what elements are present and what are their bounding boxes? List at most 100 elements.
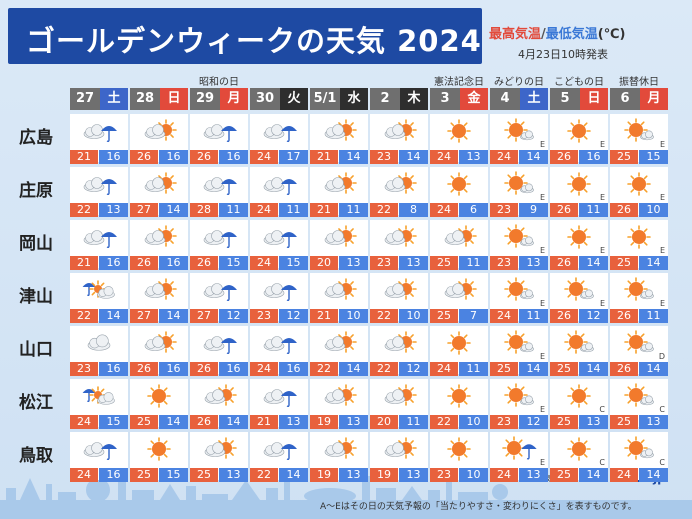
sun-cloud-icon bbox=[498, 224, 540, 250]
legend-max: 最高気温 bbox=[489, 27, 542, 42]
day-weekday: 木 bbox=[400, 88, 428, 110]
forecast-cell: 26 16 bbox=[130, 220, 188, 270]
min-temp: 12 bbox=[399, 362, 428, 376]
min-temp: 13 bbox=[519, 468, 548, 482]
day-weekday: 土 bbox=[100, 88, 128, 110]
max-temp: 25 bbox=[430, 309, 458, 323]
day-header: 28 日 bbox=[130, 88, 188, 110]
forecast-cell: 25 7 bbox=[430, 273, 488, 323]
min-temp: 11 bbox=[579, 203, 608, 217]
max-temp: 24 bbox=[610, 468, 638, 482]
min-temp: 14 bbox=[159, 415, 188, 429]
day-header: 27 土 bbox=[70, 88, 128, 110]
cloud-rain-icon bbox=[258, 171, 300, 197]
cloud-sun-icon bbox=[318, 277, 360, 303]
forecast-cell: E 26 11 bbox=[550, 167, 608, 217]
forecast-cell: E 23 13 bbox=[490, 220, 548, 270]
cloudy-icon bbox=[78, 330, 120, 356]
reliability-grade: E bbox=[539, 193, 545, 202]
max-temp: 25 bbox=[550, 468, 578, 482]
max-temp: 21 bbox=[70, 150, 98, 164]
sun-cloud-icon bbox=[618, 118, 660, 144]
cloud-sun-icon bbox=[378, 224, 420, 250]
forecast-cell: 24 17 bbox=[250, 114, 308, 164]
min-temp: 15 bbox=[99, 415, 128, 429]
forecast-cell: 21 14 bbox=[310, 114, 368, 164]
min-temp: 14 bbox=[159, 203, 188, 217]
cloud-sun-icon bbox=[138, 118, 180, 144]
forecast-cell: 25 11 bbox=[430, 220, 488, 270]
min-temp: 11 bbox=[339, 203, 368, 217]
forecast-cell: E 24 13 bbox=[490, 432, 548, 482]
cloud-rain-icon bbox=[258, 330, 300, 356]
max-temp: 20 bbox=[370, 415, 398, 429]
min-temp: 8 bbox=[399, 203, 428, 217]
day-date: 6 bbox=[610, 88, 640, 110]
max-temp: 24 bbox=[490, 468, 518, 482]
max-temp: 27 bbox=[190, 309, 218, 323]
forecast-cell: E 23 9 bbox=[490, 167, 548, 217]
max-temp: 23 bbox=[430, 468, 458, 482]
sun-cloud-icon bbox=[498, 330, 540, 356]
forecast-cell: C 24 14 bbox=[610, 432, 668, 482]
max-temp: 24 bbox=[490, 150, 518, 164]
legend-slash: / bbox=[541, 27, 546, 42]
min-temp: 11 bbox=[399, 415, 428, 429]
day-date: 5 bbox=[550, 88, 580, 110]
max-temp: 26 bbox=[130, 150, 158, 164]
forecast-cell: 21 11 bbox=[310, 167, 368, 217]
min-temp: 17 bbox=[279, 150, 308, 164]
city-name: 広島 bbox=[19, 128, 53, 148]
cloud-sun-icon bbox=[318, 436, 360, 462]
min-temp: 15 bbox=[279, 256, 308, 270]
min-temp: 15 bbox=[219, 256, 248, 270]
min-temp: 16 bbox=[99, 468, 128, 482]
day-weekday: 月 bbox=[640, 88, 668, 110]
legend-unit: (℃) bbox=[597, 27, 626, 42]
sunny-icon bbox=[438, 171, 480, 197]
footer-note: A〜Eはその日の天気予報の「当たりやすさ・変わりにくさ」を表すものです。 bbox=[320, 502, 637, 512]
cloud-sun-icon bbox=[198, 383, 240, 409]
sun-cloud-icon bbox=[498, 277, 540, 303]
min-temp: 11 bbox=[639, 309, 668, 323]
max-temp: 26 bbox=[550, 203, 578, 217]
forecast-cell: E 25 14 bbox=[610, 220, 668, 270]
cloud-sun-icon bbox=[138, 330, 180, 356]
forecast-cell: 24 11 bbox=[250, 167, 308, 217]
sunny-icon bbox=[558, 118, 600, 144]
min-temp: 11 bbox=[459, 256, 488, 270]
min-temp: 14 bbox=[579, 468, 608, 482]
min-temp: 9 bbox=[519, 203, 548, 217]
max-temp: 26 bbox=[190, 362, 218, 376]
max-temp: 24 bbox=[250, 362, 278, 376]
max-temp: 25 bbox=[550, 362, 578, 376]
sun-rain-icon bbox=[498, 436, 540, 462]
city-name: 岡山 bbox=[19, 234, 53, 254]
forecast-cell: 24 16 bbox=[70, 432, 128, 482]
min-temp: 14 bbox=[579, 362, 608, 376]
reliability-grade: C bbox=[599, 458, 605, 467]
max-temp: 22 bbox=[310, 362, 338, 376]
max-temp: 24 bbox=[430, 362, 458, 376]
forecast-cell: E 26 16 bbox=[550, 114, 608, 164]
min-temp: 16 bbox=[579, 150, 608, 164]
max-temp: 22 bbox=[70, 309, 98, 323]
sunny-icon bbox=[618, 224, 660, 250]
title-banner: ゴールデンウィークの天気 2024 bbox=[8, 8, 482, 64]
min-temp: 14 bbox=[639, 362, 668, 376]
min-temp: 12 bbox=[219, 309, 248, 323]
forecast-cell: 22 10 bbox=[430, 379, 488, 429]
min-temp: 13 bbox=[399, 256, 428, 270]
max-temp: 26 bbox=[550, 150, 578, 164]
min-temp: 14 bbox=[519, 362, 548, 376]
day-weekday: 日 bbox=[580, 88, 608, 110]
day-date: 3 bbox=[430, 88, 460, 110]
forecast-cell: 26 16 bbox=[190, 114, 248, 164]
holiday-label: こどもの日 bbox=[554, 77, 604, 88]
forecast-cell: 25 14 bbox=[130, 379, 188, 429]
min-temp: 13 bbox=[339, 415, 368, 429]
min-temp: 16 bbox=[279, 362, 308, 376]
forecast-cell: 19 13 bbox=[310, 379, 368, 429]
